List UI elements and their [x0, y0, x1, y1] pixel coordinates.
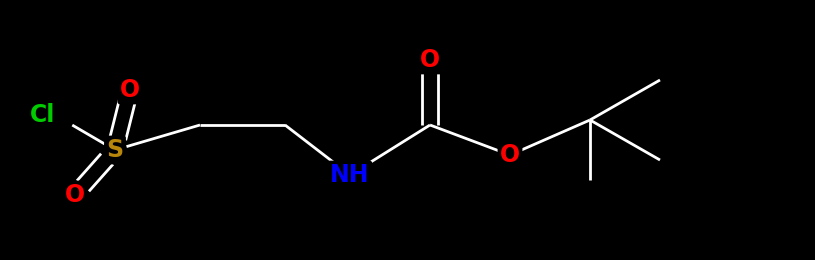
Text: O: O: [65, 183, 85, 207]
Text: S: S: [107, 138, 124, 162]
Text: O: O: [500, 143, 520, 167]
Text: Cl: Cl: [29, 103, 55, 127]
Text: NH: NH: [330, 163, 370, 187]
Text: O: O: [120, 78, 140, 102]
Text: O: O: [420, 48, 440, 72]
